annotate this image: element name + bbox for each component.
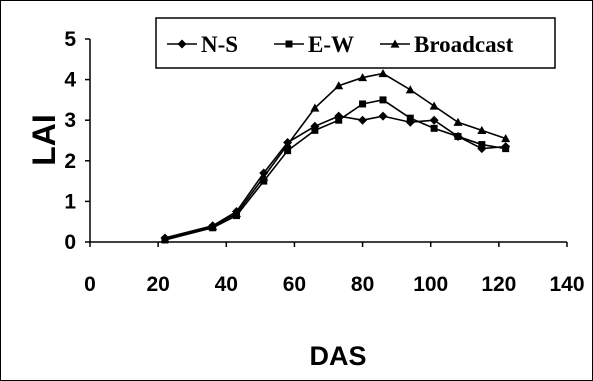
data-point-n-s xyxy=(378,111,388,121)
data-point-e-w xyxy=(478,141,486,149)
data-point-e-w xyxy=(430,124,438,132)
x-axis-title: DAS xyxy=(309,341,366,371)
data-point-e-w xyxy=(260,177,268,185)
y-tick-label: 0 xyxy=(64,231,76,254)
x-tick-label: 40 xyxy=(215,273,238,296)
data-point-broadcast xyxy=(208,222,218,231)
data-point-broadcast xyxy=(310,103,320,112)
data-point-e-w xyxy=(406,114,414,122)
data-point-broadcast xyxy=(358,73,368,82)
data-point-e-w xyxy=(335,116,343,124)
y-tick-label: 2 xyxy=(64,150,76,173)
y-tick-label: 1 xyxy=(64,190,76,213)
x-tick-label: 20 xyxy=(146,273,169,296)
data-point-e-w xyxy=(379,96,387,104)
y-tick-label: 5 xyxy=(64,28,76,51)
legend-label-broadcast: Broadcast xyxy=(414,32,514,57)
data-point-broadcast xyxy=(259,172,269,181)
y-axis-title: LAI xyxy=(26,114,62,166)
data-point-n-s xyxy=(358,115,368,125)
data-point-e-w xyxy=(502,145,510,153)
legend-label-n-s: N-S xyxy=(201,32,238,57)
data-point-broadcast xyxy=(405,85,415,94)
x-tick-label: 140 xyxy=(549,273,584,296)
data-point-broadcast xyxy=(334,81,344,90)
x-tick-label: 120 xyxy=(481,273,516,296)
data-point-broadcast xyxy=(160,234,170,243)
legend-marker-broadcast xyxy=(390,39,400,48)
data-point-e-w xyxy=(454,132,462,140)
data-point-broadcast xyxy=(378,69,388,78)
data-point-e-w xyxy=(311,126,319,134)
x-tick-label: 100 xyxy=(413,273,448,296)
legend-box xyxy=(155,17,556,69)
legend: N-S E-W Broadcast xyxy=(155,17,556,69)
data-point-broadcast xyxy=(283,140,293,149)
series-line-e-w xyxy=(164,99,506,241)
x-tick-label: 0 xyxy=(84,273,96,296)
data-point-n-s xyxy=(429,115,439,125)
data-point-e-w xyxy=(284,147,292,155)
y-tick-label: 3 xyxy=(64,109,76,132)
legend-label-e-w: E-W xyxy=(308,32,354,57)
legend-marker-n-s xyxy=(177,39,187,49)
data-point-broadcast xyxy=(453,117,463,126)
x-tick-label: 60 xyxy=(283,273,306,296)
x-tick-label: 80 xyxy=(351,273,374,296)
data-point-broadcast xyxy=(429,101,439,110)
series-line-broadcast xyxy=(164,72,506,240)
legend-marker-e-w xyxy=(285,40,293,48)
series-line-n-s xyxy=(164,115,506,239)
data-point-broadcast xyxy=(232,209,242,218)
data-point-e-w xyxy=(359,100,367,108)
data-point-broadcast xyxy=(477,125,487,134)
data-point-broadcast xyxy=(501,133,511,143)
y-tick-label: 4 xyxy=(64,69,76,92)
